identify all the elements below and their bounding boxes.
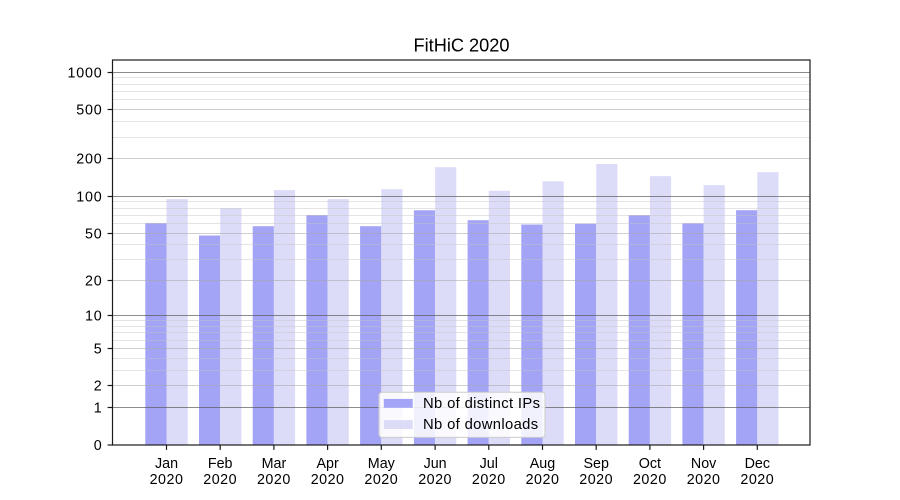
svg-text:Sep: Sep bbox=[583, 456, 608, 472]
svg-text:Apr: Apr bbox=[316, 456, 338, 472]
svg-text:2020: 2020 bbox=[150, 472, 184, 488]
svg-text:2020: 2020 bbox=[526, 472, 560, 488]
svg-text:0: 0 bbox=[94, 438, 103, 454]
svg-text:2020: 2020 bbox=[740, 472, 774, 488]
svg-text:2020: 2020 bbox=[579, 472, 613, 488]
svg-text:Jun: Jun bbox=[424, 456, 447, 472]
svg-text:1000: 1000 bbox=[67, 66, 102, 82]
svg-text:Jul: Jul bbox=[480, 456, 498, 472]
svg-text:Nov: Nov bbox=[691, 456, 717, 472]
svg-text:Oct: Oct bbox=[639, 456, 661, 472]
svg-text:Dec: Dec bbox=[745, 456, 770, 472]
svg-text:Nb of distinct IPs: Nb of distinct IPs bbox=[423, 396, 540, 412]
svg-text:2020: 2020 bbox=[257, 472, 291, 488]
svg-text:2: 2 bbox=[94, 379, 103, 395]
svg-text:2020: 2020 bbox=[311, 472, 345, 488]
svg-text:FitHiC 2020: FitHiC 2020 bbox=[413, 36, 509, 56]
svg-text:Feb: Feb bbox=[208, 456, 233, 472]
svg-text:Jan: Jan bbox=[155, 456, 178, 472]
svg-text:2020: 2020 bbox=[418, 472, 452, 488]
svg-text:Nb of downloads: Nb of downloads bbox=[423, 417, 538, 433]
svg-text:50: 50 bbox=[85, 227, 103, 243]
svg-text:2020: 2020 bbox=[687, 472, 721, 488]
svg-text:2020: 2020 bbox=[472, 472, 506, 488]
svg-text:10: 10 bbox=[85, 309, 103, 325]
svg-text:May: May bbox=[368, 456, 396, 472]
svg-text:2020: 2020 bbox=[633, 472, 667, 488]
svg-text:Mar: Mar bbox=[262, 456, 287, 472]
svg-text:5: 5 bbox=[94, 342, 103, 358]
svg-text:1: 1 bbox=[94, 401, 103, 417]
svg-text:500: 500 bbox=[76, 103, 102, 119]
svg-text:100: 100 bbox=[76, 190, 102, 206]
svg-text:2020: 2020 bbox=[203, 472, 237, 488]
svg-text:2020: 2020 bbox=[364, 472, 398, 488]
svg-text:Aug: Aug bbox=[530, 456, 555, 472]
svg-text:200: 200 bbox=[76, 152, 102, 168]
svg-text:20: 20 bbox=[85, 274, 103, 290]
